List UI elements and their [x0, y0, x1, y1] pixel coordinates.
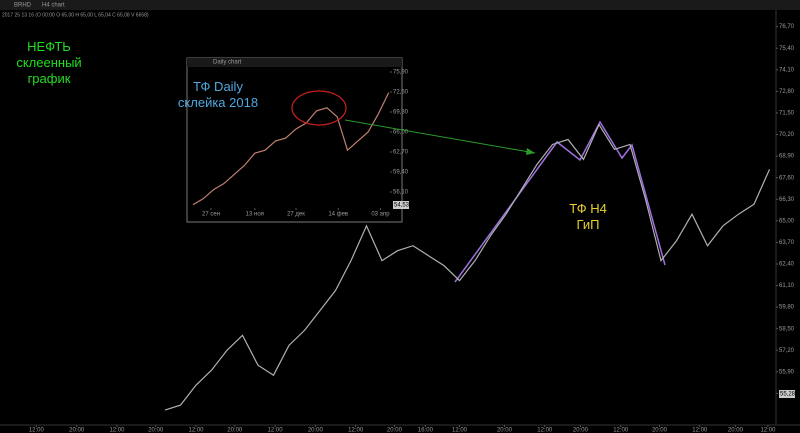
y-tick-label: 76,70 — [779, 24, 795, 30]
y-tick-label: 66,00 — [393, 130, 409, 136]
price-line — [164, 123, 771, 411]
info-line: 2017 25 13 16 (O 00:00 O 65,00 H 65,00 L… — [2, 12, 149, 18]
x-tick-label: 20:00 — [227, 428, 243, 433]
y-tick-label: 70,20 — [779, 132, 795, 138]
price-tag — [779, 390, 795, 398]
x-tick-label: 03 апр — [371, 212, 390, 218]
inset-title: Daily chart — [213, 60, 242, 66]
y-tick-label: 65,00 — [779, 218, 795, 224]
price-tag — [393, 201, 409, 209]
y-tick-label: 68,90 — [779, 154, 795, 160]
y-tick-label: 72,80 — [779, 89, 795, 95]
x-tick-label: 13 ноя — [246, 212, 264, 218]
x-tick-label: 12:00 — [760, 428, 776, 433]
y-tick-label: 58,50 — [779, 326, 795, 332]
y-tick-label: 75,90 — [393, 70, 409, 76]
x-tick-label: 12:00 — [109, 428, 125, 433]
x-tick-label: 12:00 — [537, 428, 553, 433]
inset-frame — [186, 57, 403, 223]
y-tick-label: 72,60 — [393, 90, 409, 96]
y-tick-label: 56,10 — [393, 190, 409, 196]
x-tick-label: 12:00 — [188, 428, 204, 433]
x-tick-label: 27 дек — [287, 212, 305, 218]
y-tick-label: 57,20 — [779, 348, 795, 354]
x-tick-label: 14 фев — [328, 212, 348, 218]
highlight-ellipse — [291, 90, 347, 126]
y-tick-label: 61,10 — [779, 283, 795, 289]
chart-name[interactable]: H4 chart — [42, 3, 65, 9]
annotation: ТФ Daily склейка 2018 — [178, 79, 258, 110]
x-tick-label: 16:00 — [418, 428, 434, 433]
y-tick-label: 59,40 — [393, 170, 409, 176]
x-tick-label: 20:00 — [573, 428, 589, 433]
price-label: 55,28 — [780, 392, 796, 398]
y-tick-label: 74,10 — [779, 67, 795, 73]
price-label: 54,53 — [394, 203, 410, 209]
x-tick-label: 12:00 — [692, 428, 708, 433]
x-tick-label: 27 сен — [202, 212, 220, 218]
y-tick-label: 62,70 — [393, 150, 409, 156]
x-tick-label: 20:00 — [728, 428, 744, 433]
y-tick-label: 63,70 — [779, 240, 795, 246]
x-tick-label: 12:00 — [613, 428, 629, 433]
toolbar — [0, 0, 800, 10]
annotation: НЕФТЬ склеенный график — [16, 39, 81, 86]
inset-toolbar — [187, 58, 402, 67]
y-tick-label: 66,30 — [779, 197, 795, 203]
y-tick-label: 69,30 — [393, 110, 409, 116]
x-tick-label: 12:00 — [348, 428, 364, 433]
x-tick-label: 20:00 — [69, 428, 85, 433]
x-tick-label: 20:00 — [387, 428, 403, 433]
y-tick-label: 71,50 — [779, 111, 795, 117]
x-tick-label: 12:00 — [29, 428, 45, 433]
y-tick-label: 55,90 — [779, 369, 795, 375]
x-tick-label: 20:00 — [148, 428, 164, 433]
y-tick-label: 62,40 — [779, 262, 795, 268]
x-tick-label: 20:00 — [497, 428, 513, 433]
annotation: ТФ H4 ГиП — [569, 201, 607, 232]
link-arrow — [344, 119, 536, 154]
y-tick-label: 67,60 — [779, 175, 795, 181]
symbol: BRHD — [14, 3, 32, 9]
y-tick-label: 59,80 — [779, 305, 795, 311]
x-tick-label: 12:00 — [452, 428, 468, 433]
x-tick-label: 20:00 — [652, 428, 668, 433]
arrowhead — [526, 148, 535, 155]
x-tick-label: 20:00 — [308, 428, 324, 433]
y-tick-label: 75,40 — [779, 46, 795, 52]
pattern-arrows — [454, 120, 666, 283]
x-tick-label: 12:00 — [268, 428, 284, 433]
price-line — [192, 92, 390, 206]
